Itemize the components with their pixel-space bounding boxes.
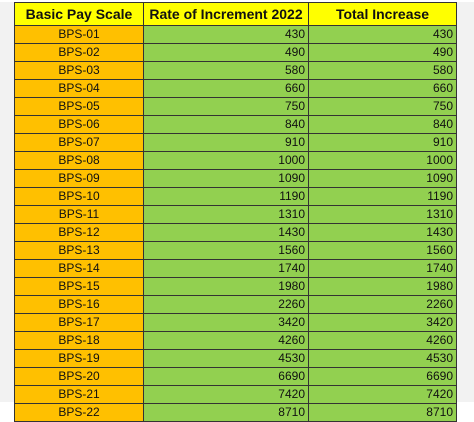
header-basic-pay-scale: Basic Pay Scale [14, 2, 144, 26]
pay-scale-cell: BPS-14 [14, 259, 144, 278]
pay-scale-cell: BPS-08 [14, 151, 144, 170]
table-row: BPS-16 2260 2260 [14, 295, 457, 314]
table-row: BPS-07 910 910 [14, 133, 457, 152]
total-increase-cell: 430 [308, 25, 457, 44]
pay-scale-cell: BPS-20 [14, 367, 144, 386]
total-increase-cell: 1310 [308, 205, 457, 224]
total-increase-cell: 8710 [308, 403, 457, 422]
total-increase-cell: 1560 [308, 241, 457, 260]
rate-of-increment-cell: 1190 [143, 187, 309, 206]
rate-of-increment-cell: 1430 [143, 223, 309, 242]
total-increase-cell: 1190 [308, 187, 457, 206]
rate-of-increment-cell: 2260 [143, 295, 309, 314]
pay-scale-cell: BPS-10 [14, 187, 144, 206]
table-row: BPS-12 1430 1430 [14, 223, 457, 242]
table-row: BPS-09 1090 1090 [14, 169, 457, 188]
pay-scale-cell: BPS-06 [14, 115, 144, 134]
total-increase-cell: 910 [308, 133, 457, 152]
rate-of-increment-cell: 430 [143, 25, 309, 44]
total-increase-cell: 6690 [308, 367, 457, 386]
rate-of-increment-cell: 1740 [143, 259, 309, 278]
table-row: BPS-13 1560 1560 [14, 241, 457, 260]
header-row: Basic Pay Scale Rate of Increment 2022 T… [14, 2, 457, 26]
rate-of-increment-cell: 3420 [143, 313, 309, 332]
total-increase-cell: 1090 [308, 169, 457, 188]
rate-of-increment-cell: 750 [143, 97, 309, 116]
total-increase-cell: 840 [308, 115, 457, 134]
pay-scale-cell: BPS-17 [14, 313, 144, 332]
rate-of-increment-cell: 840 [143, 115, 309, 134]
rate-of-increment-cell: 4530 [143, 349, 309, 368]
rate-of-increment-cell: 6690 [143, 367, 309, 386]
total-increase-cell: 3420 [308, 313, 457, 332]
pay-scale-cell: BPS-07 [14, 133, 144, 152]
pay-scale-cell: BPS-18 [14, 331, 144, 350]
total-increase-cell: 4260 [308, 331, 457, 350]
total-increase-cell: 580 [308, 61, 457, 80]
rate-of-increment-cell: 1980 [143, 277, 309, 296]
total-increase-cell: 2260 [308, 295, 457, 314]
table-row: BPS-21 7420 7420 [14, 385, 457, 404]
table-row: BPS-18 4260 4260 [14, 331, 457, 350]
rate-of-increment-cell: 4260 [143, 331, 309, 350]
pay-scale-cell: BPS-15 [14, 277, 144, 296]
table-row: BPS-08 1000 1000 [14, 151, 457, 170]
rate-of-increment-cell: 580 [143, 61, 309, 80]
total-increase-cell: 1740 [308, 259, 457, 278]
table-row: BPS-15 1980 1980 [14, 277, 457, 296]
rate-of-increment-cell: 1000 [143, 151, 309, 170]
rate-of-increment-cell: 490 [143, 43, 309, 62]
total-increase-cell: 4530 [308, 349, 457, 368]
table-row: BPS-01 430 430 [14, 25, 457, 44]
pay-scale-cell: BPS-12 [14, 223, 144, 242]
rate-of-increment-cell: 1560 [143, 241, 309, 260]
table-row: BPS-14 1740 1740 [14, 259, 457, 278]
table-row: BPS-11 1310 1310 [14, 205, 457, 224]
pay-scale-cell: BPS-09 [14, 169, 144, 188]
table-row: BPS-20 6690 6690 [14, 367, 457, 386]
rate-of-increment-cell: 8710 [143, 403, 309, 422]
pay-scale-cell: BPS-02 [14, 43, 144, 62]
total-increase-cell: 1980 [308, 277, 457, 296]
pay-scale-cell: BPS-13 [14, 241, 144, 260]
pay-scale-cell: BPS-05 [14, 97, 144, 116]
pay-scale-cell: BPS-01 [14, 25, 144, 44]
table-body: BPS-01 430 430 BPS-02 490 490 BPS-03 580 580 BPS-… [14, 25, 457, 422]
rate-of-increment-cell: 1090 [143, 169, 309, 188]
total-increase-cell: 750 [308, 97, 457, 116]
header-rate-of-increment: Rate of Increment 2022 [143, 2, 309, 26]
rate-of-increment-cell: 1310 [143, 205, 309, 224]
table-row: BPS-02 490 490 [14, 43, 457, 62]
rate-of-increment-cell: 660 [143, 79, 309, 98]
table-row: BPS-03 580 580 [14, 61, 457, 80]
pay-scale-cell: BPS-03 [14, 61, 144, 80]
total-increase-cell: 490 [308, 43, 457, 62]
total-increase-cell: 660 [308, 79, 457, 98]
table-row: BPS-10 1190 1190 [14, 187, 457, 206]
table-row: BPS-19 4530 4530 [14, 349, 457, 368]
pay-scale-cell: BPS-16 [14, 295, 144, 314]
rate-of-increment-cell: 7420 [143, 385, 309, 404]
table-row: BPS-17 3420 3420 [14, 313, 457, 332]
total-increase-cell: 1000 [308, 151, 457, 170]
pay-scale-cell: BPS-11 [14, 205, 144, 224]
header-total-increase: Total Increase [308, 2, 457, 26]
total-increase-cell: 7420 [308, 385, 457, 404]
table-row: BPS-04 660 660 [14, 79, 457, 98]
increment-table: Basic Pay Scale Rate of Increment 2022 T… [14, 2, 457, 422]
table-row: BPS-06 840 840 [14, 115, 457, 134]
pay-scale-cell: BPS-04 [14, 79, 144, 98]
total-increase-cell: 1430 [308, 223, 457, 242]
table-row: BPS-22 8710 8710 [14, 403, 457, 422]
pay-scale-cell: BPS-19 [14, 349, 144, 368]
pay-scale-cell: BPS-21 [14, 385, 144, 404]
table-row: BPS-05 750 750 [14, 97, 457, 116]
pay-scale-cell: BPS-22 [14, 403, 144, 422]
rate-of-increment-cell: 910 [143, 133, 309, 152]
